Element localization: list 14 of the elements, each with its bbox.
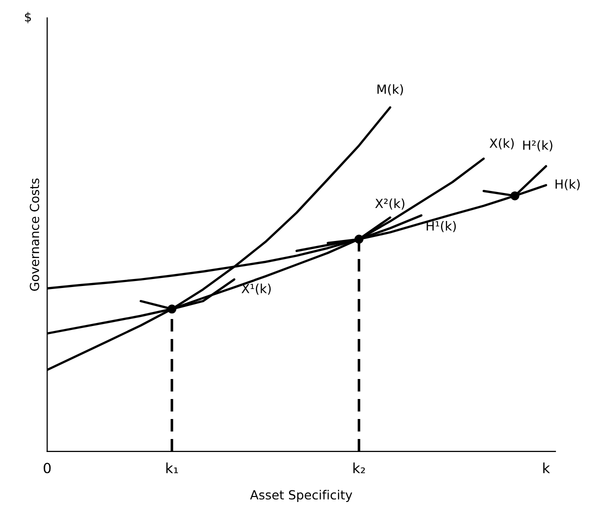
- x-tick-label: k₂: [353, 462, 365, 474]
- series-label: X¹(k): [242, 284, 271, 295]
- x-tick-label: 0: [44, 462, 51, 474]
- series-label: X²(k): [375, 198, 404, 210]
- series-label: H²(k): [523, 140, 552, 152]
- series-label: M(k): [377, 84, 403, 96]
- x-tick-label: k: [543, 462, 550, 474]
- x-axis-title: Asset Specificity: [250, 490, 352, 502]
- x-tick-label: k₁: [166, 462, 178, 474]
- text: $: [25, 12, 31, 24]
- y-axis-title: Governance Costs: [30, 178, 40, 291]
- series-label: X(k): [490, 138, 514, 150]
- series-label: H¹(k): [426, 220, 456, 232]
- series-label: H(k): [556, 179, 580, 190]
